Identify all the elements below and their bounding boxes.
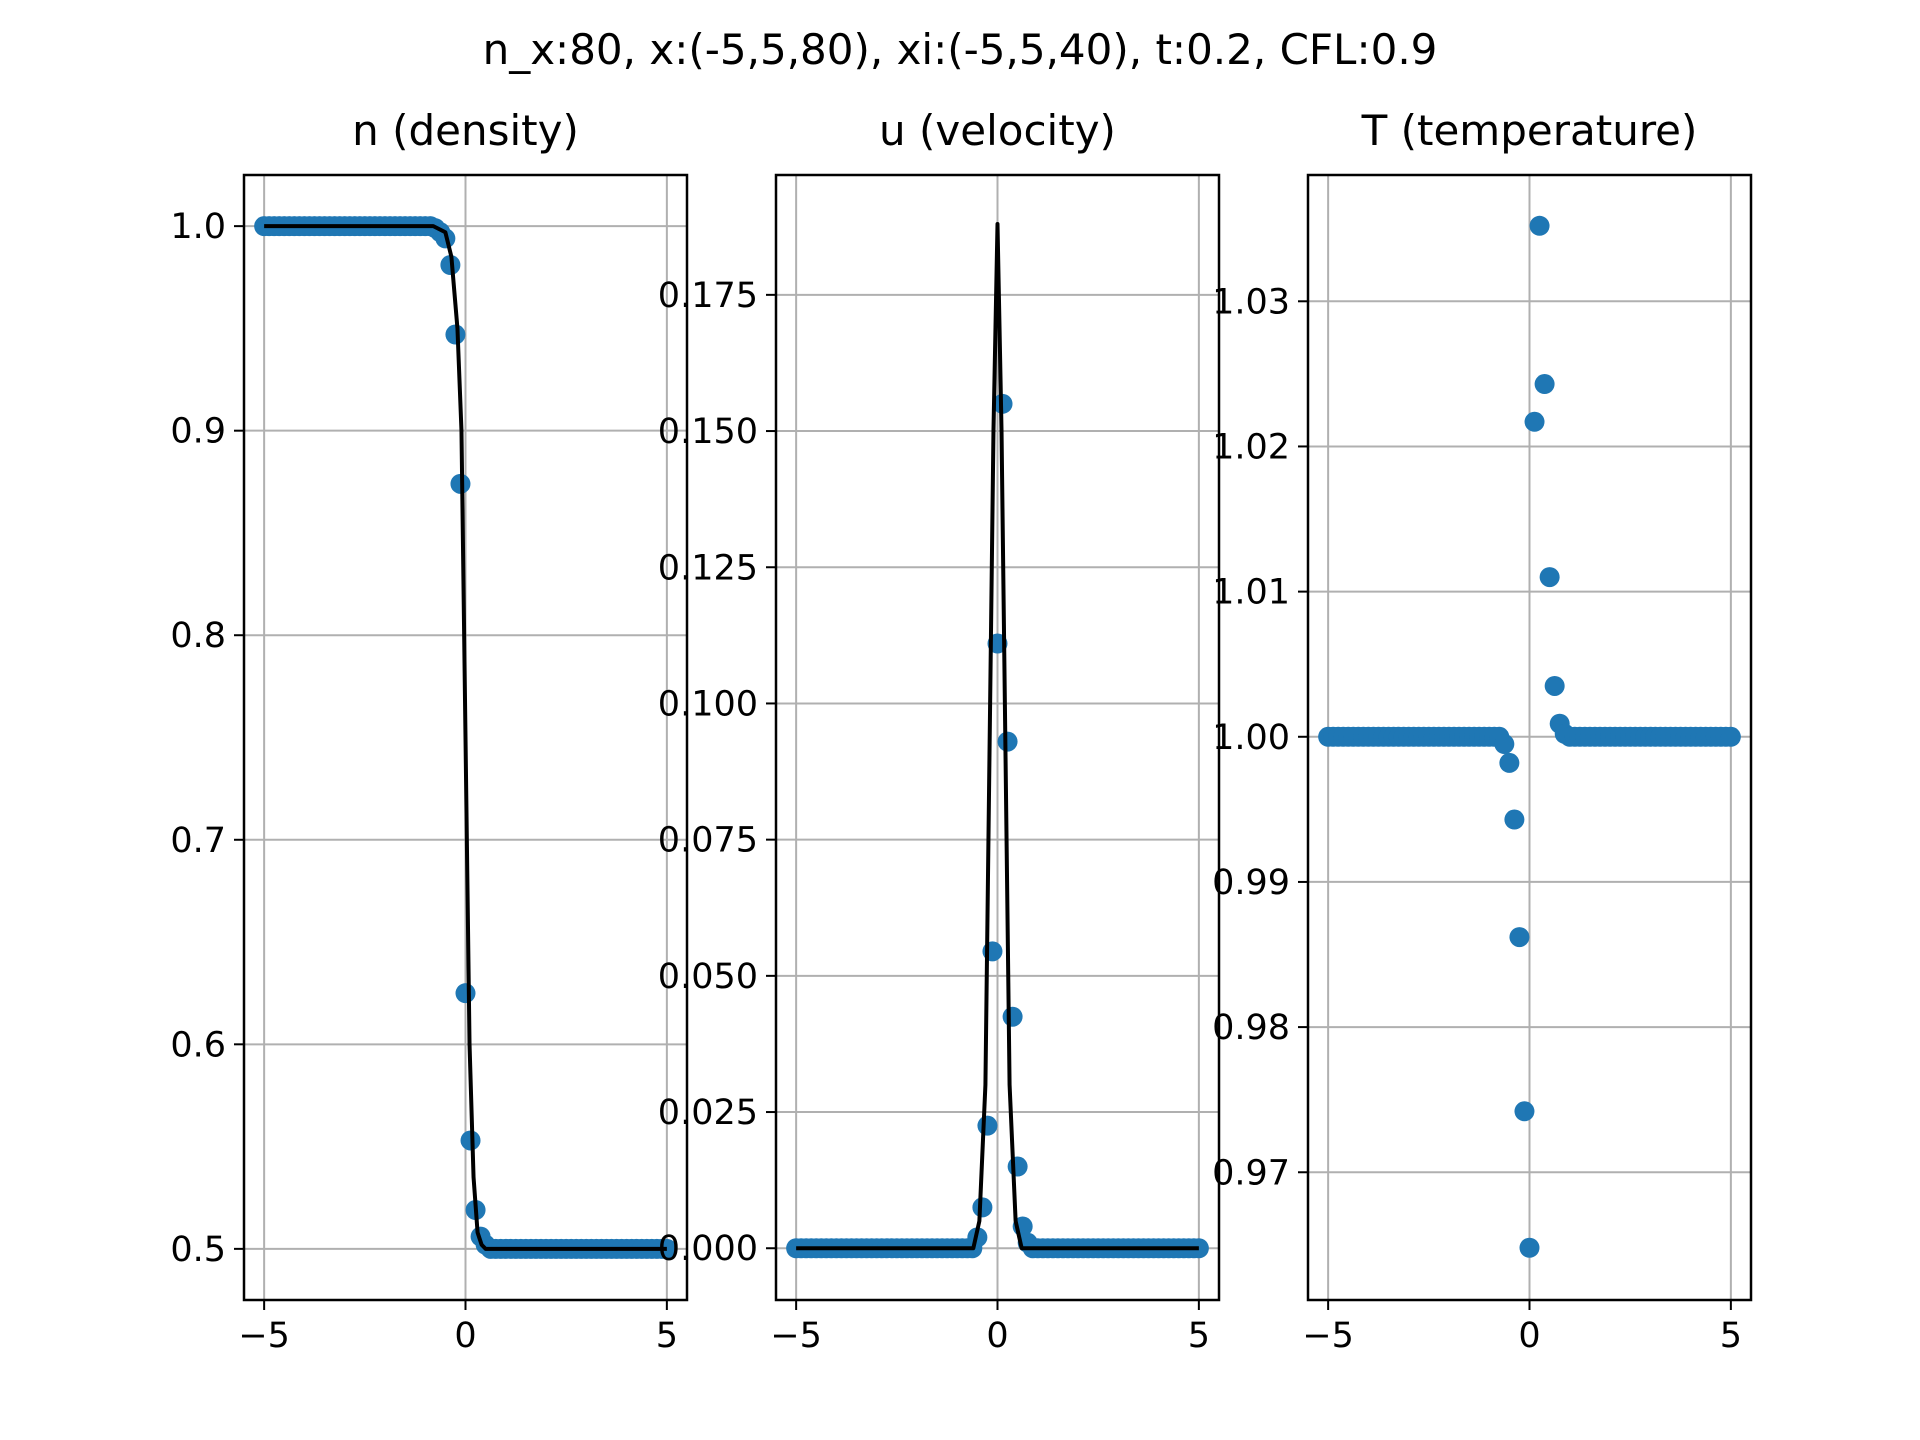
- temperature-data-point: [1529, 215, 1550, 236]
- density-ytick-label: 0.6: [170, 1025, 226, 1065]
- velocity-ytick-label: 0.000: [658, 1229, 758, 1269]
- density-ytick-label: 0.5: [170, 1230, 226, 1270]
- density-ytick-label: 0.8: [170, 616, 226, 656]
- figure-suptitle: n_x:80, x:(-5,5,80), xi:(-5,5,40), t:0.2…: [483, 25, 1438, 74]
- temperature-data-point: [1539, 567, 1560, 588]
- density-xtick-label: 0: [454, 1316, 476, 1356]
- velocity-data-point: [997, 731, 1018, 752]
- velocity-reference-line: [796, 222, 1199, 1251]
- temperature-ytick-label: 1.03: [1212, 282, 1290, 322]
- velocity-ytick-label: 0.100: [658, 684, 758, 724]
- temperature-data-point: [1499, 752, 1520, 773]
- temperature-data-point: [1509, 927, 1530, 948]
- temperature-data-point: [1534, 374, 1555, 395]
- panel-velocity: −5 0 5 0.000 0.025 0.050 0.075 0.100 0.125 0.150 0…: [658, 106, 1221, 1356]
- velocity-ytick-label: 0.025: [658, 1093, 758, 1133]
- velocity-marks: [786, 222, 1209, 1259]
- density-data-point: [445, 324, 466, 345]
- density-reference-line: [264, 224, 667, 1251]
- velocity-ytick-label: 0.125: [658, 548, 758, 588]
- temperature-data-point: [1514, 1101, 1535, 1122]
- density-marks: [254, 216, 677, 1259]
- velocity-ytick-label: 0.175: [658, 276, 758, 316]
- velocity-data-point: [972, 1197, 993, 1218]
- temperature-ytick-label: 0.99: [1212, 863, 1290, 903]
- density-data-point: [455, 983, 476, 1004]
- temperature-xtick-label: −5: [1302, 1316, 1354, 1356]
- density-data-point: [656, 1238, 677, 1259]
- temperature-data-point: [1494, 734, 1515, 755]
- density-ticks: −5 0 5 0.5 0.6 0.7 0.8 0.9 1.0: [170, 207, 678, 1356]
- density-ytick-label: 0.9: [170, 412, 226, 452]
- temperature-marks: [1318, 215, 1741, 1258]
- temperature-data-point: [1720, 726, 1741, 747]
- velocity-data-point: [1188, 1238, 1209, 1259]
- density-xtick-label: 5: [656, 1316, 678, 1356]
- velocity-ytick-label: 0.150: [658, 412, 758, 452]
- panel-temperature: −5 0 5 0.97 0.98 0.99 1.00 1.01 1.02 1.03 T (temp…: [1212, 106, 1753, 1356]
- temperature-ytick-label: 1.02: [1212, 427, 1290, 467]
- temperature-ytick-label: 0.98: [1212, 1008, 1290, 1048]
- temperature-xtick-label: 5: [1720, 1316, 1742, 1356]
- temperature-title: T (temperature): [1361, 106, 1698, 155]
- velocity-data-point: [977, 1115, 998, 1136]
- velocity-xtick-label: 5: [1188, 1316, 1210, 1356]
- density-ytick-label: 1.0: [170, 207, 226, 247]
- velocity-title: u (velocity): [879, 106, 1116, 155]
- temperature-ytick-label: 1.01: [1212, 573, 1290, 613]
- temperature-xtick-label: 0: [1518, 1316, 1540, 1356]
- velocity-xtick-label: −5: [770, 1316, 822, 1356]
- temperature-data-point: [1544, 675, 1565, 696]
- velocity-data-point: [1007, 1156, 1028, 1177]
- temperature-ytick-label: 0.97: [1212, 1153, 1290, 1193]
- velocity-ytick-label: 0.050: [658, 957, 758, 997]
- temperature-data-point: [1519, 1237, 1540, 1258]
- temperature-data-point: [1524, 411, 1545, 432]
- velocity-data-point: [1002, 1006, 1023, 1027]
- velocity-ytick-label: 0.075: [658, 821, 758, 861]
- temperature-data-point: [1504, 809, 1525, 830]
- velocity-xtick-label: 0: [986, 1316, 1008, 1356]
- temperature-ticks: −5 0 5 0.97 0.98 0.99 1.00 1.01 1.02 1.03: [1212, 282, 1742, 1356]
- density-title: n (density): [352, 106, 579, 155]
- panel-density: −5 0 5 0.5 0.6 0.7 0.8 0.9 1.0 n (density): [170, 106, 689, 1356]
- density-ytick-label: 0.7: [170, 821, 226, 861]
- density-xtick-label: −5: [238, 1316, 290, 1356]
- velocity-ticks: −5 0 5 0.000 0.025 0.050 0.075 0.100 0.125 0.150 0…: [658, 276, 1210, 1356]
- temperature-ytick-label: 1.00: [1212, 718, 1290, 758]
